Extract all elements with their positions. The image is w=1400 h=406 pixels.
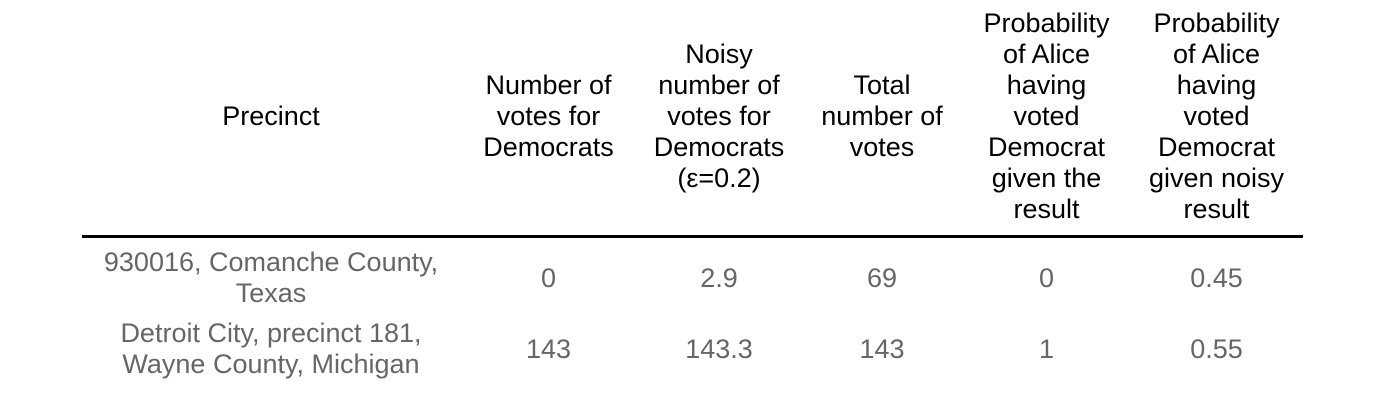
cell-prob-given-result: 0: [1038, 262, 1055, 293]
cell-noisy-votes-democrats: 2.9: [700, 262, 738, 293]
cell-total-votes: 69: [866, 262, 898, 293]
col-header-precinct: Precinct: [222, 101, 320, 131]
header-row: Precinct Number of votes for Democrats N…: [82, 6, 1303, 237]
cell-precinct: Detroit City, precinct 181, Wayne County…: [120, 318, 422, 379]
votes-table: Precinct Number of votes for Democrats N…: [82, 6, 1303, 380]
table-row: 930016, Comanche County, Texas 0 2.9 69 …: [82, 237, 1303, 310]
cell-votes-democrats: 143: [525, 333, 572, 364]
table-row: Detroit City, precinct 181, Wayne County…: [82, 309, 1303, 380]
cell-votes-democrats: 0: [540, 262, 557, 293]
cell-prob-given-result: 1: [1038, 333, 1055, 364]
votes-table-container: Precinct Number of votes for Democrats N…: [82, 6, 1303, 380]
table-body: 930016, Comanche County, Texas 0 2.9 69 …: [82, 237, 1303, 381]
table-header: Precinct Number of votes for Democrats N…: [82, 6, 1303, 237]
col-header-total-votes: Total number of votes: [821, 70, 943, 162]
cell-total-votes: 143: [859, 333, 905, 364]
col-header-votes-democrats: Number of votes for Democrats: [483, 70, 614, 162]
col-header-prob-given-noisy-result: Probability of Alice having voted Democr…: [1148, 8, 1285, 224]
cell-prob-given-noisy-result: 0.55: [1190, 333, 1243, 364]
cell-prob-given-noisy-result: 0.45: [1190, 262, 1243, 293]
cell-noisy-votes-democrats: 143.3: [685, 333, 753, 364]
cell-precinct: 930016, Comanche County, Texas: [103, 247, 439, 308]
col-header-prob-given-result: Probability of Alice having voted Democr…: [983, 8, 1110, 224]
col-header-noisy-votes-democrats: Noisy number of votes for Democrats (ε=0…: [653, 39, 785, 193]
